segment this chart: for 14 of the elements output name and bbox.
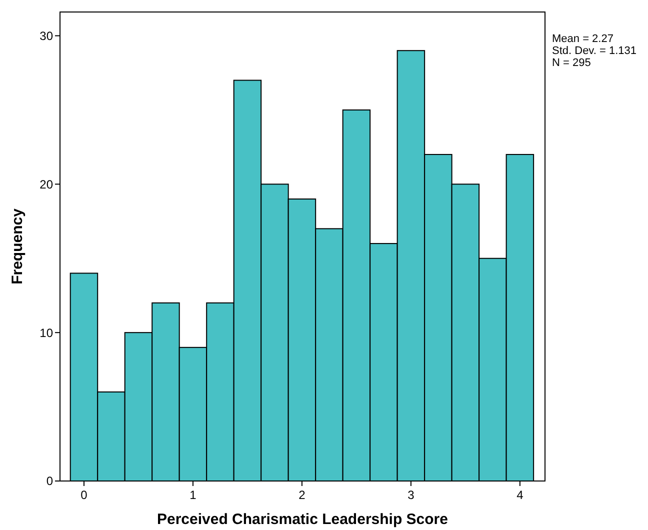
x-tick-label: 1 (190, 488, 197, 502)
y-tick-label: 30 (40, 28, 54, 43)
y-tick-label: 10 (40, 326, 54, 340)
x-axis-title: Perceived Charismatic Leadership Score (157, 511, 448, 528)
text: Std. Dev. = 1.131 (552, 45, 636, 57)
x-tick-label: 0 (80, 488, 88, 502)
y-tick-label: 20 (40, 177, 54, 192)
y-tick-label: 0 (46, 474, 54, 488)
text: N = 295 (552, 57, 591, 69)
x-tick-label: 3 (408, 488, 415, 502)
x-tick-label: 2 (298, 488, 306, 502)
text: Mean = 2.27 (552, 33, 614, 45)
y-axis-title: Frequency (9, 208, 26, 284)
x-tick-label: 4 (516, 488, 524, 502)
